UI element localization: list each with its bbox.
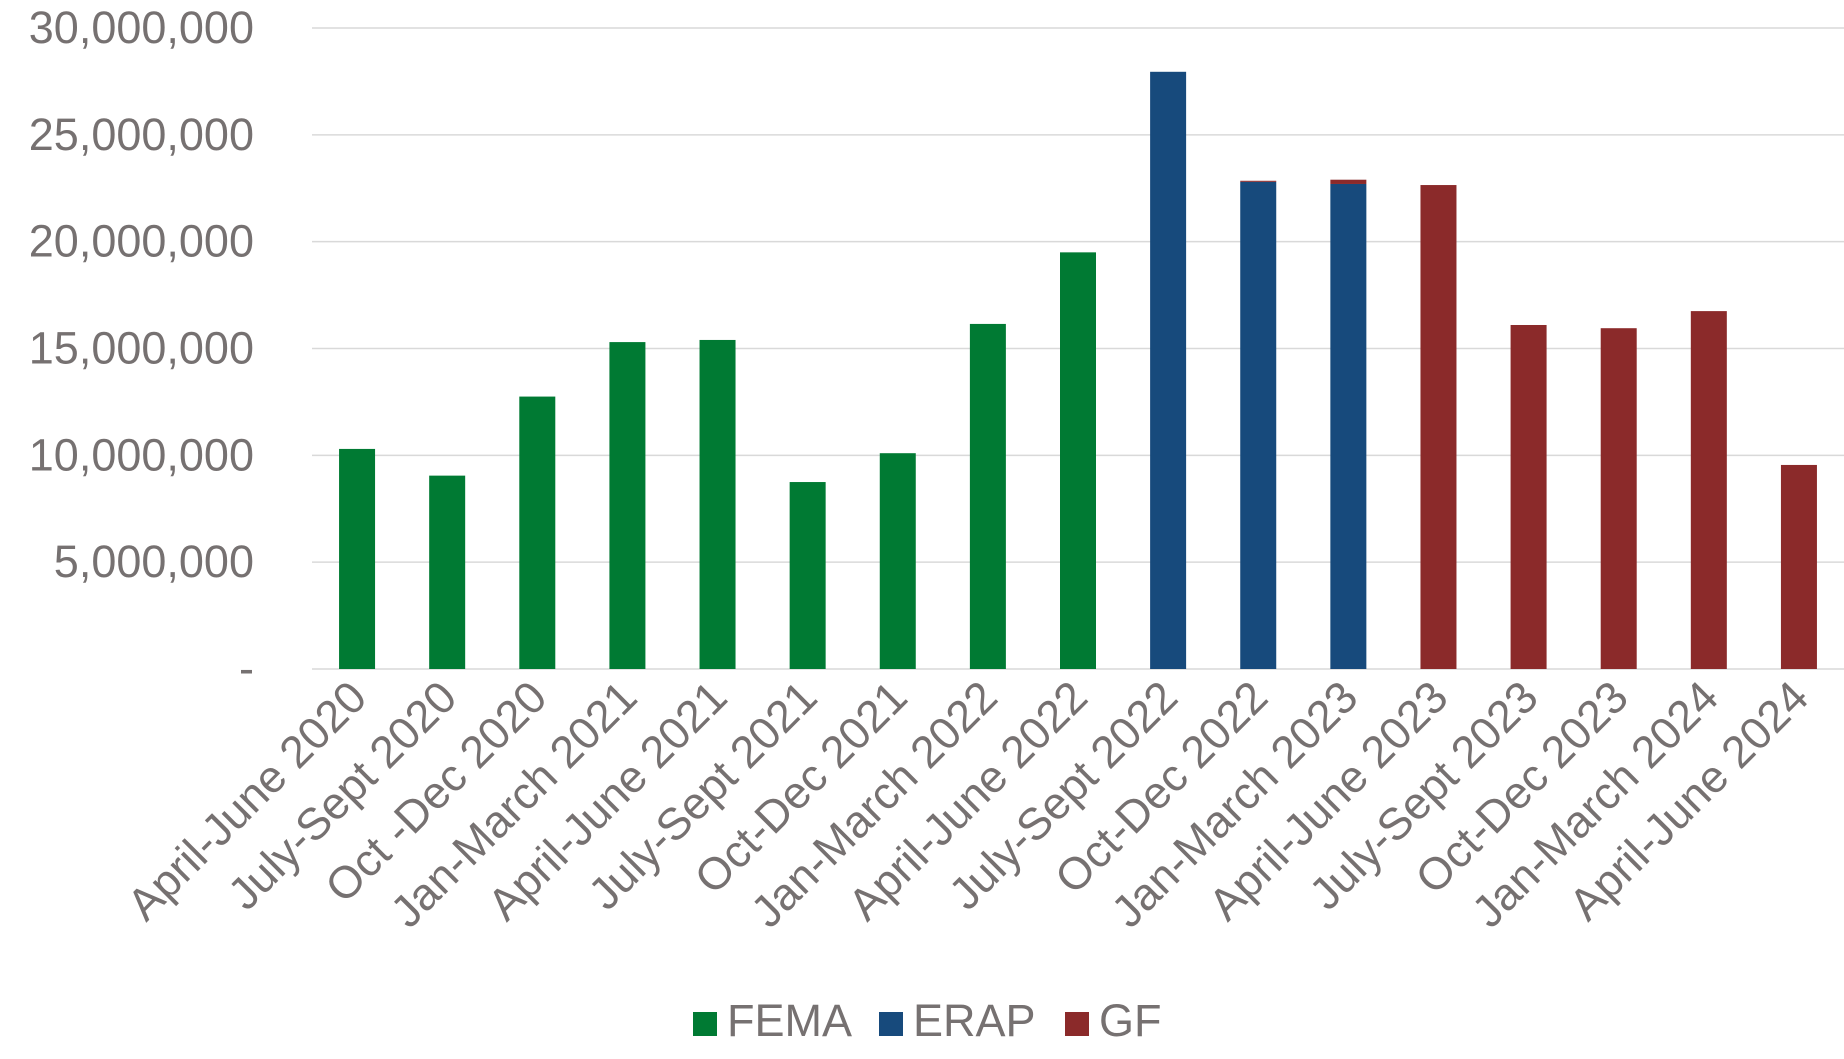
legend-swatch-erap [879,1012,903,1036]
legend: FEMA ERAP GF [693,995,1162,1046]
legend-swatch-fema [693,1012,717,1036]
y-tick-label: 15,000,000 [29,323,254,374]
bar-gf [1690,311,1727,669]
bar-erap [1150,71,1187,670]
bar-erap [1240,181,1277,669]
bar-fema [879,453,916,669]
bar-fema [609,342,646,669]
bar-fema [1060,252,1096,669]
bar-fema [339,448,376,669]
y-tick-label: 5,000,000 [54,536,254,587]
bar-gf [1600,328,1637,669]
y-tick-label: 10,000,000 [29,429,254,480]
bar-gf [1330,179,1367,184]
bar-gf [1240,180,1277,182]
y-tick-label: 25,000,000 [29,109,254,160]
bar-erap [1330,183,1367,669]
bars [339,71,1817,670]
y-tick-label: 30,000,000 [29,2,254,53]
legend-label-erap: ERAP [913,995,1036,1046]
legend-label-fema: FEMA [727,995,852,1046]
bar-fema [789,482,826,669]
y-axis-ticks: - 5,000,000 10,000,000 15,000,000 20,000,000… [29,2,254,694]
bar-fema [699,339,736,669]
y-tick-label: 20,000,000 [29,216,254,267]
bar-gf [1780,464,1817,669]
bar-fema [969,323,1006,669]
legend-label-gf: GF [1099,995,1162,1046]
legend-swatch-gf [1065,1012,1089,1036]
bar-gf [1510,324,1547,669]
bar-fema [429,475,466,669]
bar-fema [519,396,556,669]
y-tick-label: - [239,643,254,694]
bar-gf [1420,185,1457,670]
